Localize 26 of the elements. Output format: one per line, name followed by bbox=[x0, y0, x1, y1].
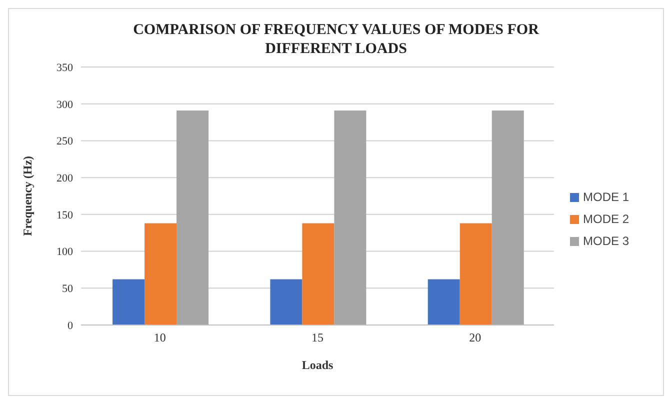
y-tick-label: 100 bbox=[56, 246, 74, 258]
y-tick-label: 0 bbox=[68, 320, 74, 332]
chart-title: COMPARISON OF FREQUENCY VALUES OF MODES FOR DIFFERENT LOADS bbox=[132, 21, 540, 59]
bar bbox=[428, 279, 460, 325]
x-axis-title: Loads bbox=[302, 358, 334, 372]
legend-label: MODE 1 bbox=[582, 190, 629, 204]
y-tick-label: 300 bbox=[56, 98, 74, 111]
bar bbox=[112, 279, 145, 325]
y-tick-label: 200 bbox=[56, 172, 74, 184]
y-tick-label: 50 bbox=[62, 283, 74, 296]
y-tick-label: 250 bbox=[56, 136, 74, 148]
y-axis-title: Frequency (Hz) bbox=[20, 156, 34, 236]
x-tick-label: 20 bbox=[469, 330, 482, 345]
bar bbox=[302, 223, 334, 325]
legend-label: MODE 3 bbox=[582, 234, 629, 248]
y-tick-label: 350 bbox=[56, 62, 74, 74]
bar bbox=[460, 223, 492, 325]
bar bbox=[144, 223, 177, 325]
y-tick-label: 150 bbox=[56, 209, 74, 222]
x-tick-label: 10 bbox=[154, 330, 166, 345]
bar bbox=[492, 110, 524, 325]
x-tick-label: 15 bbox=[311, 330, 324, 345]
bar bbox=[334, 110, 366, 325]
bar bbox=[270, 279, 302, 325]
legend-label: MODE 2 bbox=[582, 212, 629, 226]
bar bbox=[176, 110, 209, 325]
